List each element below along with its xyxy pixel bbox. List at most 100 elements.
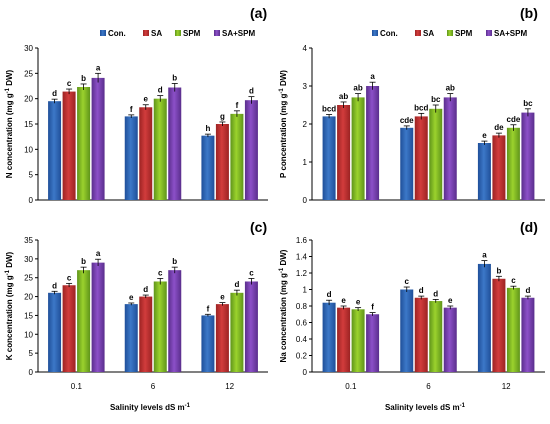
significance-letter: f — [207, 304, 210, 313]
significance-letter: d — [158, 86, 163, 95]
bar — [366, 86, 380, 200]
y-axis-title: K concentration (mg g-1 DW) — [5, 251, 14, 360]
x-axis-title-sup: -1 — [185, 403, 191, 409]
y-tick-label: 0.6 — [296, 319, 308, 328]
bar — [244, 100, 258, 200]
bar — [414, 297, 428, 372]
y-tick-label: 5 — [29, 349, 34, 358]
bar — [48, 292, 62, 372]
y-axis-title-tail: DW) — [279, 249, 288, 268]
legend-entry: SA+SPM — [494, 29, 527, 38]
bar — [506, 127, 520, 200]
significance-letter: e — [220, 293, 225, 302]
significance-letter: c — [249, 268, 254, 277]
significance-letter: d — [525, 286, 530, 295]
bar — [201, 135, 215, 200]
bar — [429, 301, 443, 372]
legend-swatch — [486, 30, 492, 36]
y-tick-label: 0 — [303, 368, 308, 377]
significance-letter: b — [172, 73, 177, 82]
bar — [351, 97, 365, 200]
significance-letter: f — [236, 101, 239, 110]
significance-letter: a — [482, 251, 487, 260]
bar — [153, 281, 167, 372]
significance-letter: cde — [400, 116, 414, 125]
significance-letter: c — [158, 268, 163, 277]
y-axis-title-sup: -1 — [279, 88, 285, 94]
legend-entry: SA — [151, 29, 162, 38]
bar — [62, 91, 76, 200]
legend: Con. SA SPM SA+SPM — [372, 29, 527, 38]
significance-letter: bc — [431, 95, 441, 104]
x-tick-label: 12 — [502, 382, 511, 391]
significance-letter: c — [67, 273, 72, 282]
x-tick-label: 6 — [151, 382, 156, 391]
y-tick-label: 20 — [24, 293, 33, 302]
significance-letter: e — [356, 298, 361, 307]
significance-letter: e — [341, 296, 346, 305]
significance-letter: f — [130, 105, 133, 114]
bar — [230, 292, 244, 372]
y-tick-label: 25 — [24, 274, 33, 283]
bar — [62, 285, 76, 372]
significance-letter: d — [52, 89, 57, 98]
bar — [124, 116, 138, 200]
significance-letter: cde — [507, 115, 521, 124]
bar — [506, 287, 520, 372]
y-axis-title-main: N concentration (mg g — [5, 93, 14, 178]
legend-swatch — [415, 30, 421, 36]
significance-letter: e — [144, 95, 149, 104]
bar — [443, 307, 457, 372]
y-tick-label: 0.4 — [296, 335, 308, 344]
significance-letter: d — [52, 281, 57, 290]
y-axis-title: Na concentration (mg g-1 DW) — [279, 249, 288, 362]
significance-letter: bc — [523, 99, 533, 108]
bar — [429, 108, 443, 200]
legend-swatch — [143, 30, 149, 36]
y-axis-title-main: P concentration (mg g — [279, 94, 288, 178]
bar — [521, 112, 535, 200]
significance-letter: h — [205, 124, 210, 133]
significance-letter: d — [143, 285, 148, 294]
y-tick-label: 2 — [303, 120, 308, 129]
bar — [322, 116, 336, 200]
bar — [337, 307, 351, 372]
bar — [351, 309, 365, 372]
panel-c: 0 5 10 15 20 25 30 35 K concentration (mg g-1 DW… — [5, 219, 268, 391]
y-tick-label: 0 — [303, 196, 308, 205]
y-tick-label: 0 — [29, 196, 34, 205]
y-axis-title-main: Na concentration (mg g — [279, 273, 288, 362]
panel-label: (c) — [250, 219, 267, 235]
y-tick-label: 10 — [24, 145, 33, 154]
legend-swatch — [214, 30, 220, 36]
y-tick-label: 1 — [303, 286, 308, 295]
y-axis-title-tail: DW) — [5, 251, 14, 270]
bar — [215, 304, 229, 372]
y-tick-label: 3 — [303, 82, 308, 91]
y-tick-label: 0.2 — [296, 352, 308, 361]
y-tick-label: 5 — [29, 171, 34, 180]
y-tick-label: 15 — [24, 311, 33, 320]
bar — [91, 262, 105, 372]
panel-label: (d) — [520, 219, 538, 235]
bar — [168, 87, 182, 200]
legend-entry: Con. — [380, 29, 398, 38]
x-tick-label: 0.1 — [71, 382, 83, 391]
x-tick-label: 0.1 — [345, 382, 357, 391]
bar — [215, 124, 229, 200]
significance-letter: c — [405, 277, 410, 286]
significance-letter: bcd — [322, 105, 336, 114]
significance-letter: e — [448, 296, 453, 305]
x-axis-title: Salinity levels dS m-1 — [385, 403, 466, 412]
bar — [230, 113, 244, 200]
y-tick-label: 4 — [303, 44, 308, 53]
significance-letter: ab — [353, 84, 362, 93]
significance-letter: b — [81, 257, 86, 266]
y-tick-label: 10 — [24, 330, 33, 339]
bar — [124, 304, 138, 372]
bar — [77, 270, 91, 372]
bar — [168, 270, 182, 372]
bar — [521, 297, 535, 372]
significance-letter: a — [370, 72, 375, 81]
significance-letter: b — [496, 266, 501, 275]
